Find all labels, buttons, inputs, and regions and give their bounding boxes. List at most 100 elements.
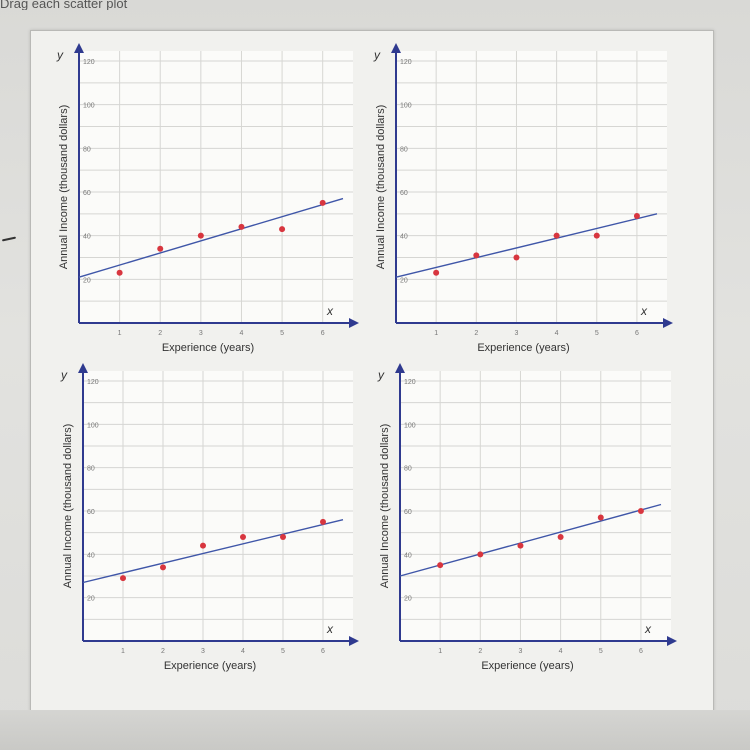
y-axis-arrow (78, 363, 88, 373)
x-tick-label: 4 (240, 330, 244, 337)
x-axis-name: x (326, 622, 334, 636)
bottom-edge (0, 710, 750, 750)
y-tick-label: 20 (404, 596, 412, 603)
data-point (637, 508, 644, 514)
x-tick-label: 6 (639, 648, 643, 655)
x-axis-arrow (663, 318, 673, 328)
data-point (633, 213, 640, 220)
y-tick-label: 20 (400, 277, 408, 284)
plot-area (396, 51, 667, 323)
y-tick-label: 80 (404, 466, 412, 473)
x-tick-label: 6 (635, 330, 639, 337)
y-tick-label: 100 (400, 103, 412, 110)
y-tick-label: 80 (87, 466, 95, 473)
data-point (597, 514, 604, 521)
y-tick-label: 20 (83, 277, 91, 284)
y-axis-label: Annual Income (thousand dollars) (58, 105, 70, 269)
y-tick-label: 40 (87, 552, 95, 559)
pen-mark (1, 236, 17, 242)
data-point (477, 551, 484, 558)
x-tick-label: 5 (280, 330, 284, 337)
question-panel: 1 2 3 4 5 6 20 40 60 80 100 120 x y Experience (years)… (30, 30, 714, 712)
chart-4: 1 2 3 4 5 6 20 40 60 80 100 120 x y Experience (years)… (377, 363, 677, 672)
x-tick-label: 2 (474, 330, 478, 337)
trend-line (399, 503, 662, 577)
data-point (200, 542, 206, 549)
data-point (197, 232, 204, 239)
x-axis-label: Experience (years) (481, 660, 573, 672)
data-point (279, 226, 286, 233)
y-tick-label: 80 (83, 146, 91, 153)
x-tick-label: 4 (559, 648, 563, 655)
x-axis-name: x (640, 304, 648, 318)
plot-area (79, 51, 353, 323)
y-axis-arrow (391, 43, 401, 53)
x-tick-label: 2 (158, 330, 162, 337)
x-axis-label: Experience (years) (162, 342, 254, 354)
y-tick-label: 60 (400, 190, 408, 197)
x-tick-label: 6 (321, 648, 325, 655)
x-tick-label: 5 (595, 330, 599, 337)
y-axis-name: y (60, 368, 68, 382)
data-point (238, 223, 245, 230)
y-tick-label: 40 (83, 234, 91, 241)
y-tick-label: 40 (404, 552, 412, 559)
y-tick-label: 60 (83, 190, 91, 197)
x-tick-label: 5 (599, 648, 603, 655)
x-tick-label: 3 (519, 648, 523, 655)
x-tick-label: 5 (281, 648, 285, 655)
y-axis-label: Annual Income (thousand dollars) (375, 105, 387, 269)
y-tick-label: 40 (400, 234, 408, 241)
data-point (280, 534, 286, 540)
y-tick-label: 120 (404, 379, 416, 386)
x-tick-label: 4 (241, 648, 245, 655)
data-point (116, 269, 123, 276)
data-point (513, 254, 520, 261)
data-point (319, 199, 326, 206)
data-point (433, 269, 440, 276)
data-point (240, 534, 246, 540)
chart-1: 1 2 3 4 5 6 20 40 60 80 100 120 x y Experience (years)… (56, 43, 359, 354)
x-axis-arrow (667, 636, 677, 646)
data-point (473, 252, 480, 259)
data-point (160, 564, 166, 571)
x-tick-label: 2 (478, 648, 482, 655)
x-axis-label: Experience (years) (164, 660, 256, 672)
x-tick-label: 1 (118, 330, 122, 337)
y-axis-name: y (56, 48, 64, 62)
x-tick-label: 3 (201, 648, 205, 655)
y-tick-label: 120 (400, 59, 412, 66)
data-point (557, 534, 564, 540)
data-point (437, 562, 444, 569)
data-point (320, 518, 326, 525)
y-tick-label: 100 (83, 103, 95, 110)
y-axis-arrow (74, 43, 84, 53)
y-axis-name: y (373, 48, 381, 62)
trend-line (395, 213, 658, 278)
y-axis-name: y (377, 368, 385, 382)
y-tick-label: 100 (404, 422, 416, 429)
x-axis-name: x (326, 304, 334, 318)
plot-area (83, 371, 353, 641)
x-axis-arrow (349, 318, 359, 328)
y-tick-label: 120 (87, 379, 99, 386)
instruction-text: Drag each scatter plot (0, 0, 128, 10)
y-axis-label: Annual Income (thousand dollars) (62, 424, 74, 588)
y-tick-label: 60 (404, 509, 412, 516)
x-tick-label: 1 (121, 648, 125, 655)
x-axis-name: x (644, 622, 652, 636)
x-axis-label: Experience (years) (477, 342, 569, 354)
y-axis-arrow (395, 363, 405, 373)
x-axis-arrow (349, 636, 359, 646)
y-tick-label: 100 (87, 422, 99, 429)
trend-line (82, 518, 344, 584)
chart-3: 1 2 3 4 5 6 20 40 60 80 100 120 x y Experience (years)… (60, 363, 359, 672)
chart-2: 1 2 3 4 5 6 20 40 60 80 100 120 x y Experience (years)… (373, 43, 673, 354)
x-tick-label: 3 (199, 330, 203, 337)
x-tick-label: 6 (321, 330, 325, 337)
y-tick-label: 60 (87, 509, 95, 516)
trend-line (78, 197, 344, 278)
y-axis-label: Annual Income (thousand dollars) (379, 424, 391, 588)
